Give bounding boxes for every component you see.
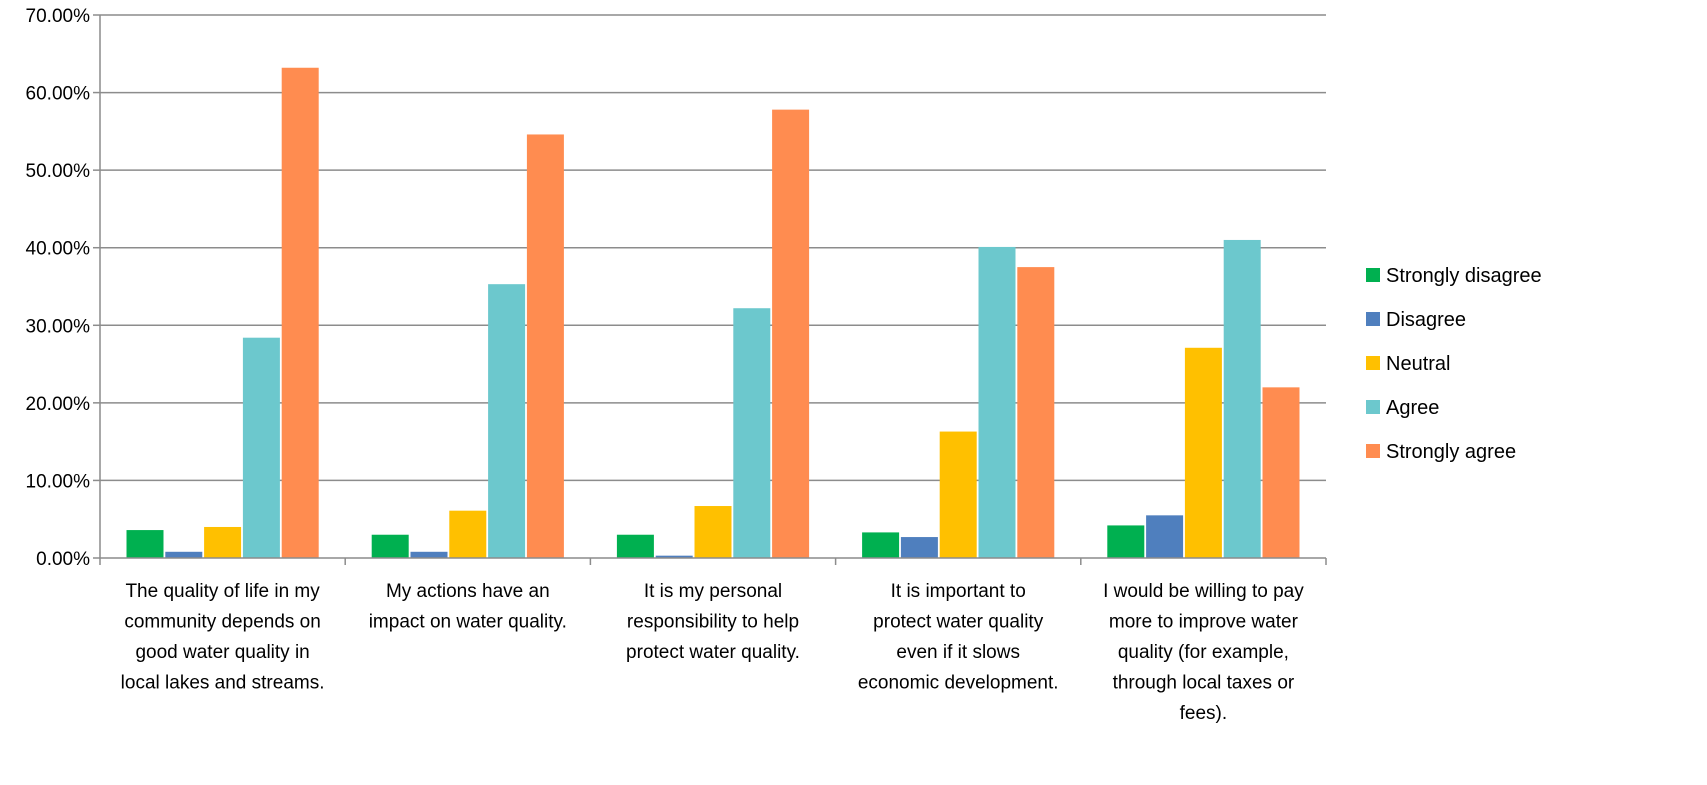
- bar-disagree-1: [165, 551, 203, 558]
- bar-disagree-5: [1146, 515, 1184, 558]
- bar-strongly-agree-1: [281, 67, 319, 559]
- bar-neutral-4: [939, 431, 977, 558]
- bar-agree-2: [488, 284, 526, 558]
- bar-strongly-disagree-3: [616, 534, 654, 558]
- legend-label: Disagree: [1386, 309, 1466, 331]
- bar-strongly-agree-4: [1017, 267, 1055, 558]
- legend-swatch: [1366, 312, 1380, 326]
- y-tick-label: 50.00%: [26, 161, 91, 182]
- bar-strongly-disagree-2: [371, 534, 409, 558]
- bar-strongly-agree-3: [772, 109, 810, 558]
- legend-label: Agree: [1386, 397, 1439, 419]
- bar-strongly-agree-2: [526, 134, 564, 558]
- bar-disagree-3: [655, 555, 693, 558]
- bar-agree-1: [242, 337, 280, 558]
- legend-label: Strongly agree: [1386, 441, 1516, 463]
- x-category-label: My actions have an impact on water qualit…: [369, 581, 567, 633]
- legend-swatch: [1366, 400, 1380, 414]
- legend-label: Neutral: [1386, 353, 1450, 375]
- y-tick-label: 30.00%: [26, 316, 91, 337]
- bar-strongly-disagree-5: [1107, 525, 1145, 558]
- x-category-label: It is my personal responsibility to help p…: [626, 581, 800, 663]
- x-category-label: I would be willing to pay more to improve…: [1103, 581, 1304, 724]
- x-category-label: It is important to protect water quality e…: [858, 581, 1059, 694]
- bar-strongly-disagree-4: [862, 532, 900, 558]
- legend: Strongly disagree Disagree Neutral Agree Str…: [1366, 265, 1542, 463]
- y-tick-label: 70.00%: [26, 6, 91, 27]
- y-tick-label: 60.00%: [26, 84, 91, 105]
- bar-agree-3: [733, 308, 771, 558]
- bar-neutral-1: [204, 526, 242, 558]
- y-tick-label: 10.00%: [26, 471, 91, 492]
- bar-strongly-agree-5: [1262, 387, 1300, 558]
- bar-neutral-5: [1184, 347, 1222, 558]
- bar-neutral-2: [449, 510, 487, 558]
- legend-label: Strongly disagree: [1386, 265, 1542, 287]
- x-axis-category-labels: The quality of life in my community depen…: [121, 581, 1305, 724]
- y-tick-label: 40.00%: [26, 239, 91, 260]
- bar-neutral-3: [694, 506, 732, 558]
- bar-agree-4: [978, 246, 1016, 558]
- y-tick-label: 0.00%: [36, 549, 90, 570]
- y-axis-ticks: 0.00% 10.00% 20.00% 30.00% 40.00% 50.00% 60.00…: [26, 6, 100, 570]
- y-tick-label: 20.00%: [26, 394, 91, 415]
- bar-agree-5: [1223, 239, 1261, 558]
- bar-disagree-2: [410, 551, 448, 558]
- legend-swatch: [1366, 444, 1380, 458]
- legend-swatch: [1366, 356, 1380, 370]
- legend-swatch: [1366, 268, 1380, 282]
- x-category-label: The quality of life in my community depen…: [121, 581, 325, 694]
- bar-strongly-disagree-1: [126, 530, 164, 558]
- bar-disagree-4: [900, 537, 938, 558]
- axes: [99, 15, 1327, 565]
- bars: [126, 67, 1300, 559]
